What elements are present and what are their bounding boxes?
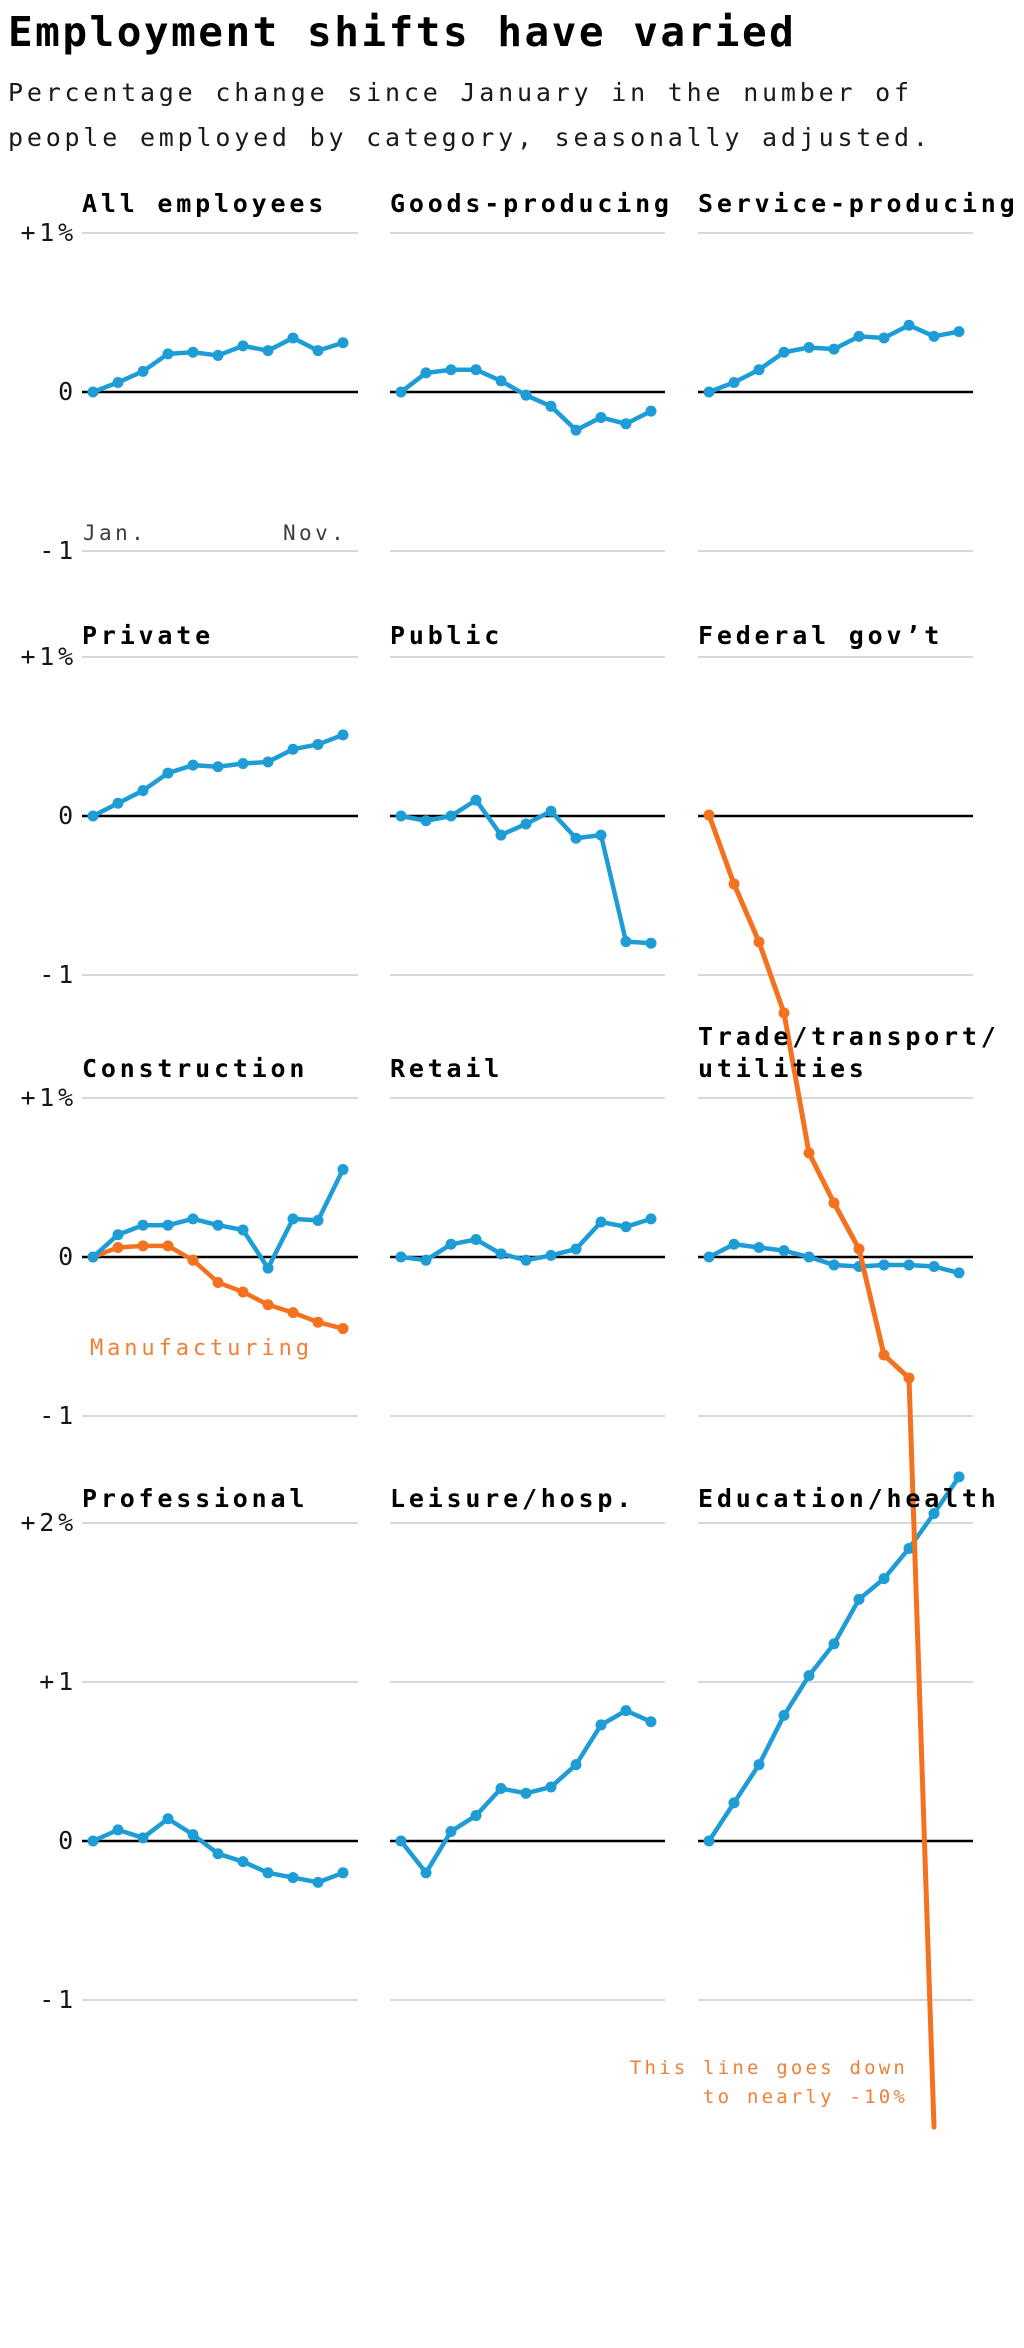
chart-subtitle-line2: people employed by category, seasonally … bbox=[8, 123, 932, 152]
y-tick-minus1-row3: -1 bbox=[39, 1401, 77, 1430]
panel-title-goods-producing: Goods-producing bbox=[390, 189, 673, 218]
panel-title-education-health: Education/health bbox=[698, 1484, 1000, 1513]
page-title: Employment shifts have varied bbox=[8, 8, 797, 56]
x-tick-nov: Nov. bbox=[283, 521, 348, 545]
y-tick-zero-row1: 0 bbox=[58, 377, 77, 406]
x-tick-jan: Jan. bbox=[83, 521, 148, 545]
panel-title-service-producing: Service-producing bbox=[698, 189, 1019, 218]
y-tick-minus1-row4: -1 bbox=[39, 1985, 77, 2014]
y-tick-plus1pct-row1: +1% bbox=[20, 218, 77, 247]
federal-line-annotation-line2: to nearly -10% bbox=[703, 2086, 908, 2108]
panel-title-trade-transport-utilities: Trade/transport/ utilities bbox=[698, 1021, 1000, 1085]
y-tick-plus1pct-row2: +1% bbox=[20, 642, 77, 671]
manufacturing-series-label: Manufacturing bbox=[90, 1336, 313, 1361]
panel-title-construction: Construction bbox=[82, 1054, 309, 1083]
y-tick-minus1-row2: -1 bbox=[39, 960, 77, 989]
y-tick-plus1-row4: +1 bbox=[39, 1667, 77, 1696]
y-tick-minus1-row1: -1 bbox=[39, 536, 77, 565]
y-tick-plus1pct-row3: +1% bbox=[20, 1083, 77, 1112]
panel-title-trade-line2: utilities bbox=[698, 1054, 868, 1083]
panel-title-federal-govt: Federal gov’t bbox=[698, 621, 944, 650]
y-tick-zero-row2: 0 bbox=[58, 801, 77, 830]
y-tick-zero-row4: 0 bbox=[58, 1826, 77, 1855]
panel-title-private: Private bbox=[82, 621, 214, 650]
federal-line-annotation-line1: This line goes down bbox=[629, 2057, 908, 2079]
panel-title-all-employees: All employees bbox=[82, 189, 328, 218]
panel-title-trade-line1: Trade/transport/ bbox=[698, 1022, 1000, 1051]
y-tick-plus2pct-row4: +2% bbox=[20, 1508, 77, 1537]
y-tick-zero-row3: 0 bbox=[58, 1242, 77, 1271]
chart-subtitle-line1: Percentage change since January in the n… bbox=[8, 78, 913, 107]
panel-title-retail: Retail bbox=[390, 1054, 504, 1083]
panel-title-public: Public bbox=[390, 621, 504, 650]
panel-title-leisure-hosp: Leisure/hosp. bbox=[390, 1484, 636, 1513]
panel-title-professional: Professional bbox=[82, 1484, 309, 1513]
